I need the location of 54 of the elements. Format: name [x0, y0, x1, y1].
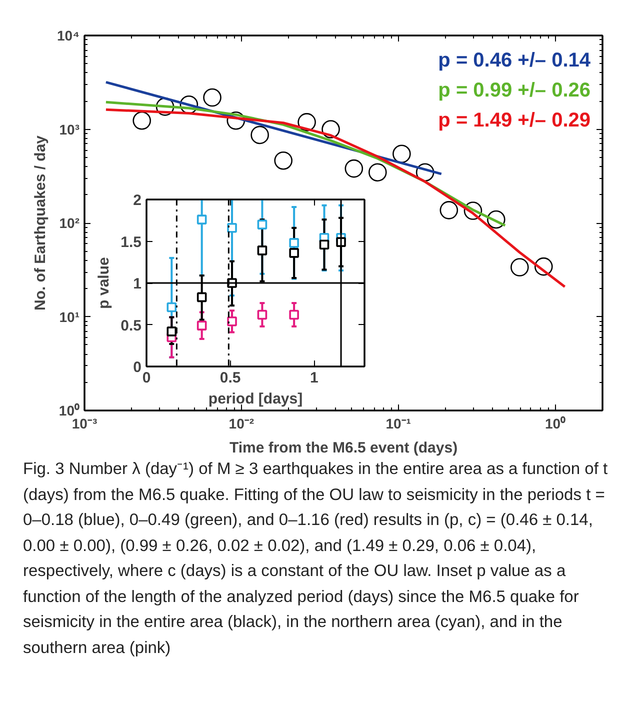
point [289, 248, 299, 258]
point [166, 302, 177, 312]
point [486, 210, 506, 229]
y-tick-label: 0 [133, 359, 142, 376]
y-tick-label: 10⁴ [57, 28, 80, 44]
point [319, 240, 330, 250]
point [392, 144, 411, 164]
y-tick-label: 10¹ [59, 308, 80, 325]
point [416, 163, 434, 182]
point [227, 222, 237, 233]
point [368, 163, 387, 182]
point [289, 310, 299, 320]
y-tick-label: 10² [59, 215, 80, 231]
point [166, 326, 177, 336]
point [534, 257, 553, 276]
point [257, 246, 268, 256]
x-axis-title: Time from the M6.5 event (days) [229, 440, 458, 456]
point [227, 316, 237, 326]
point [257, 310, 268, 320]
y-tick-label: 1 [133, 276, 142, 292]
point [196, 320, 207, 330]
text: p = 1.49 +/– 0.29 [438, 110, 591, 132]
y-tick-label: 2 [133, 192, 142, 209]
point [257, 220, 268, 230]
point [180, 96, 198, 114]
point [322, 120, 340, 138]
y-tick-label: 10⁰ [58, 402, 80, 418]
point [510, 258, 529, 276]
y-axis-title: p value [96, 257, 113, 309]
x-axis-title: period [days] [208, 390, 303, 408]
point [274, 151, 292, 170]
y-tick-label: 1.5 [120, 234, 142, 251]
x-tick-label: 1 [310, 370, 318, 386]
text: p = 0.99 +/– 0.26 [438, 80, 591, 102]
x-tick-label: 10⁰ [544, 416, 566, 432]
point [440, 201, 458, 220]
x-tick-label: 10⁻² [228, 416, 254, 432]
point [196, 214, 207, 224]
point [203, 88, 222, 107]
point [132, 112, 152, 130]
point [289, 238, 299, 248]
x-tick-label: 10⁻³ [72, 416, 98, 432]
point [250, 126, 269, 144]
x-tick-label: 0.5 [220, 370, 241, 386]
y-axis-title: No. of Earthquakes / day [32, 134, 50, 311]
text: p = 0.46 +/– 0.14 [438, 50, 592, 72]
point [344, 159, 364, 178]
y-tick-label: 0.5 [120, 317, 142, 334]
point [298, 113, 316, 132]
x-tick-label: 10⁻¹ [386, 416, 412, 432]
y-tick-label: 10³ [59, 121, 80, 138]
caption: Fig. 3 Number λ (day⁻¹) of M ≥ 3 earthquakes in the entire area as a function of t (days) from the M6.5 quake. Fitting of the OU law to seismicity in the periods t = 0–0.18 (blue), 0–0.49 (green), and 0–1.16 (red) results in (p, c) = (0.46 ± 0.14, 0.00 ± 0.00), (0.99 ± 0.26, 0.02 ± 0.02), and (1.49 ± 0.29, 0.06 ± 0.04), respectively, where c (days) is a constant of the OU law. Inset p value as a function of the length of the analyzed period (days) since the M6.5 quake for seismicity in the entire area (black), in the northern area (cyan), and in the southern area (pink) [23, 459, 609, 659]
point [196, 292, 207, 302]
point [464, 202, 482, 220]
